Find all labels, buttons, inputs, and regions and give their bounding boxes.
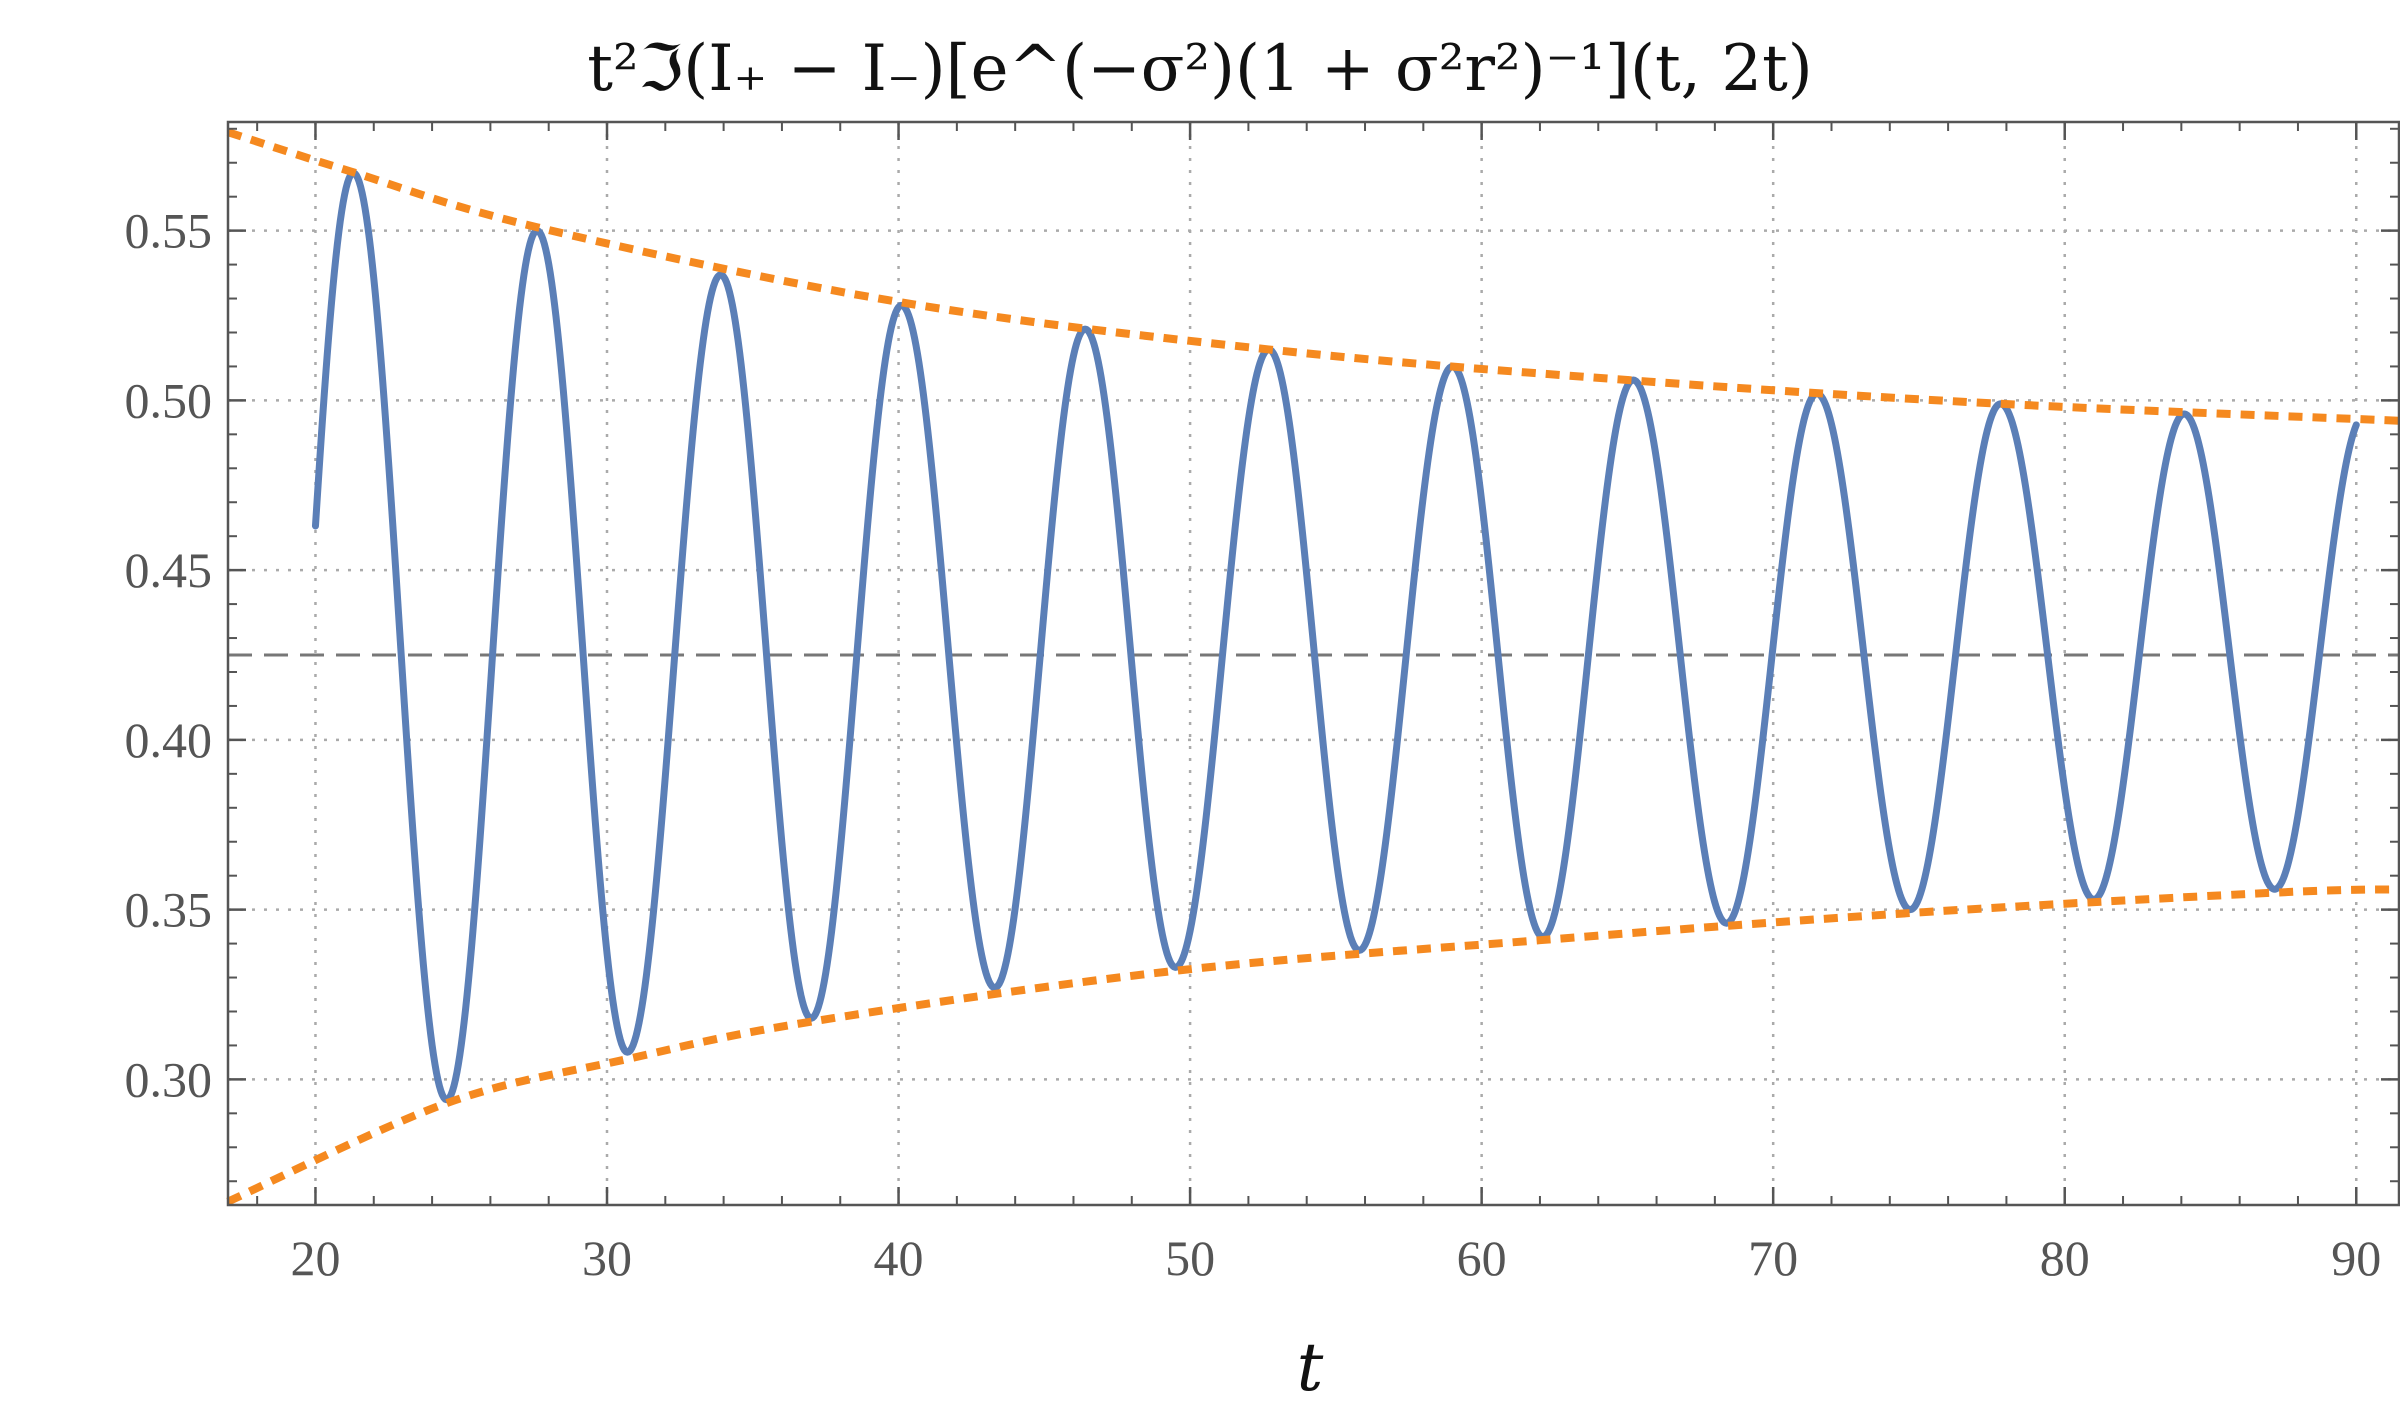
series-layer (226, 128, 2400, 1206)
y-tick-label: 0.45 (125, 542, 213, 598)
x-tick-label: 90 (2331, 1230, 2381, 1286)
x-tick-label: 20 (290, 1230, 340, 1286)
axes (226, 120, 2400, 1207)
x-tick-label: 60 (1457, 1230, 1507, 1286)
x-tick-label: 80 (2040, 1230, 2090, 1286)
oscillating-series-line (311, 169, 2360, 1104)
tick-labels: 20 30 40 50 60 70 80 90 0.30 0.35 0.40 0.45 0.50 0.55 (125, 203, 2382, 1286)
plot-frame (226, 120, 2400, 1207)
x-tick-label: 50 (1165, 1230, 1215, 1286)
lower-envelope-line (226, 885, 2400, 1206)
y-tick-label: 0.35 (125, 882, 213, 938)
x-tick-label: 70 (1748, 1230, 1798, 1286)
x-tick-label: 40 (874, 1230, 924, 1286)
y-tick-label: 0.30 (125, 1051, 213, 1107)
upper-envelope-line (226, 128, 2400, 425)
y-tick-label: 0.55 (125, 203, 213, 259)
chart-title: t²ℑ(I₊ − I₋)[e^(−σ²)(1 + σ²r²)⁻¹](t, 2t) (587, 32, 1813, 106)
x-tick-label: 30 (582, 1230, 632, 1286)
y-tick-label: 0.40 (125, 712, 213, 768)
x-axis-label: t (1297, 1329, 1324, 1406)
y-tick-label: 0.50 (125, 372, 213, 428)
